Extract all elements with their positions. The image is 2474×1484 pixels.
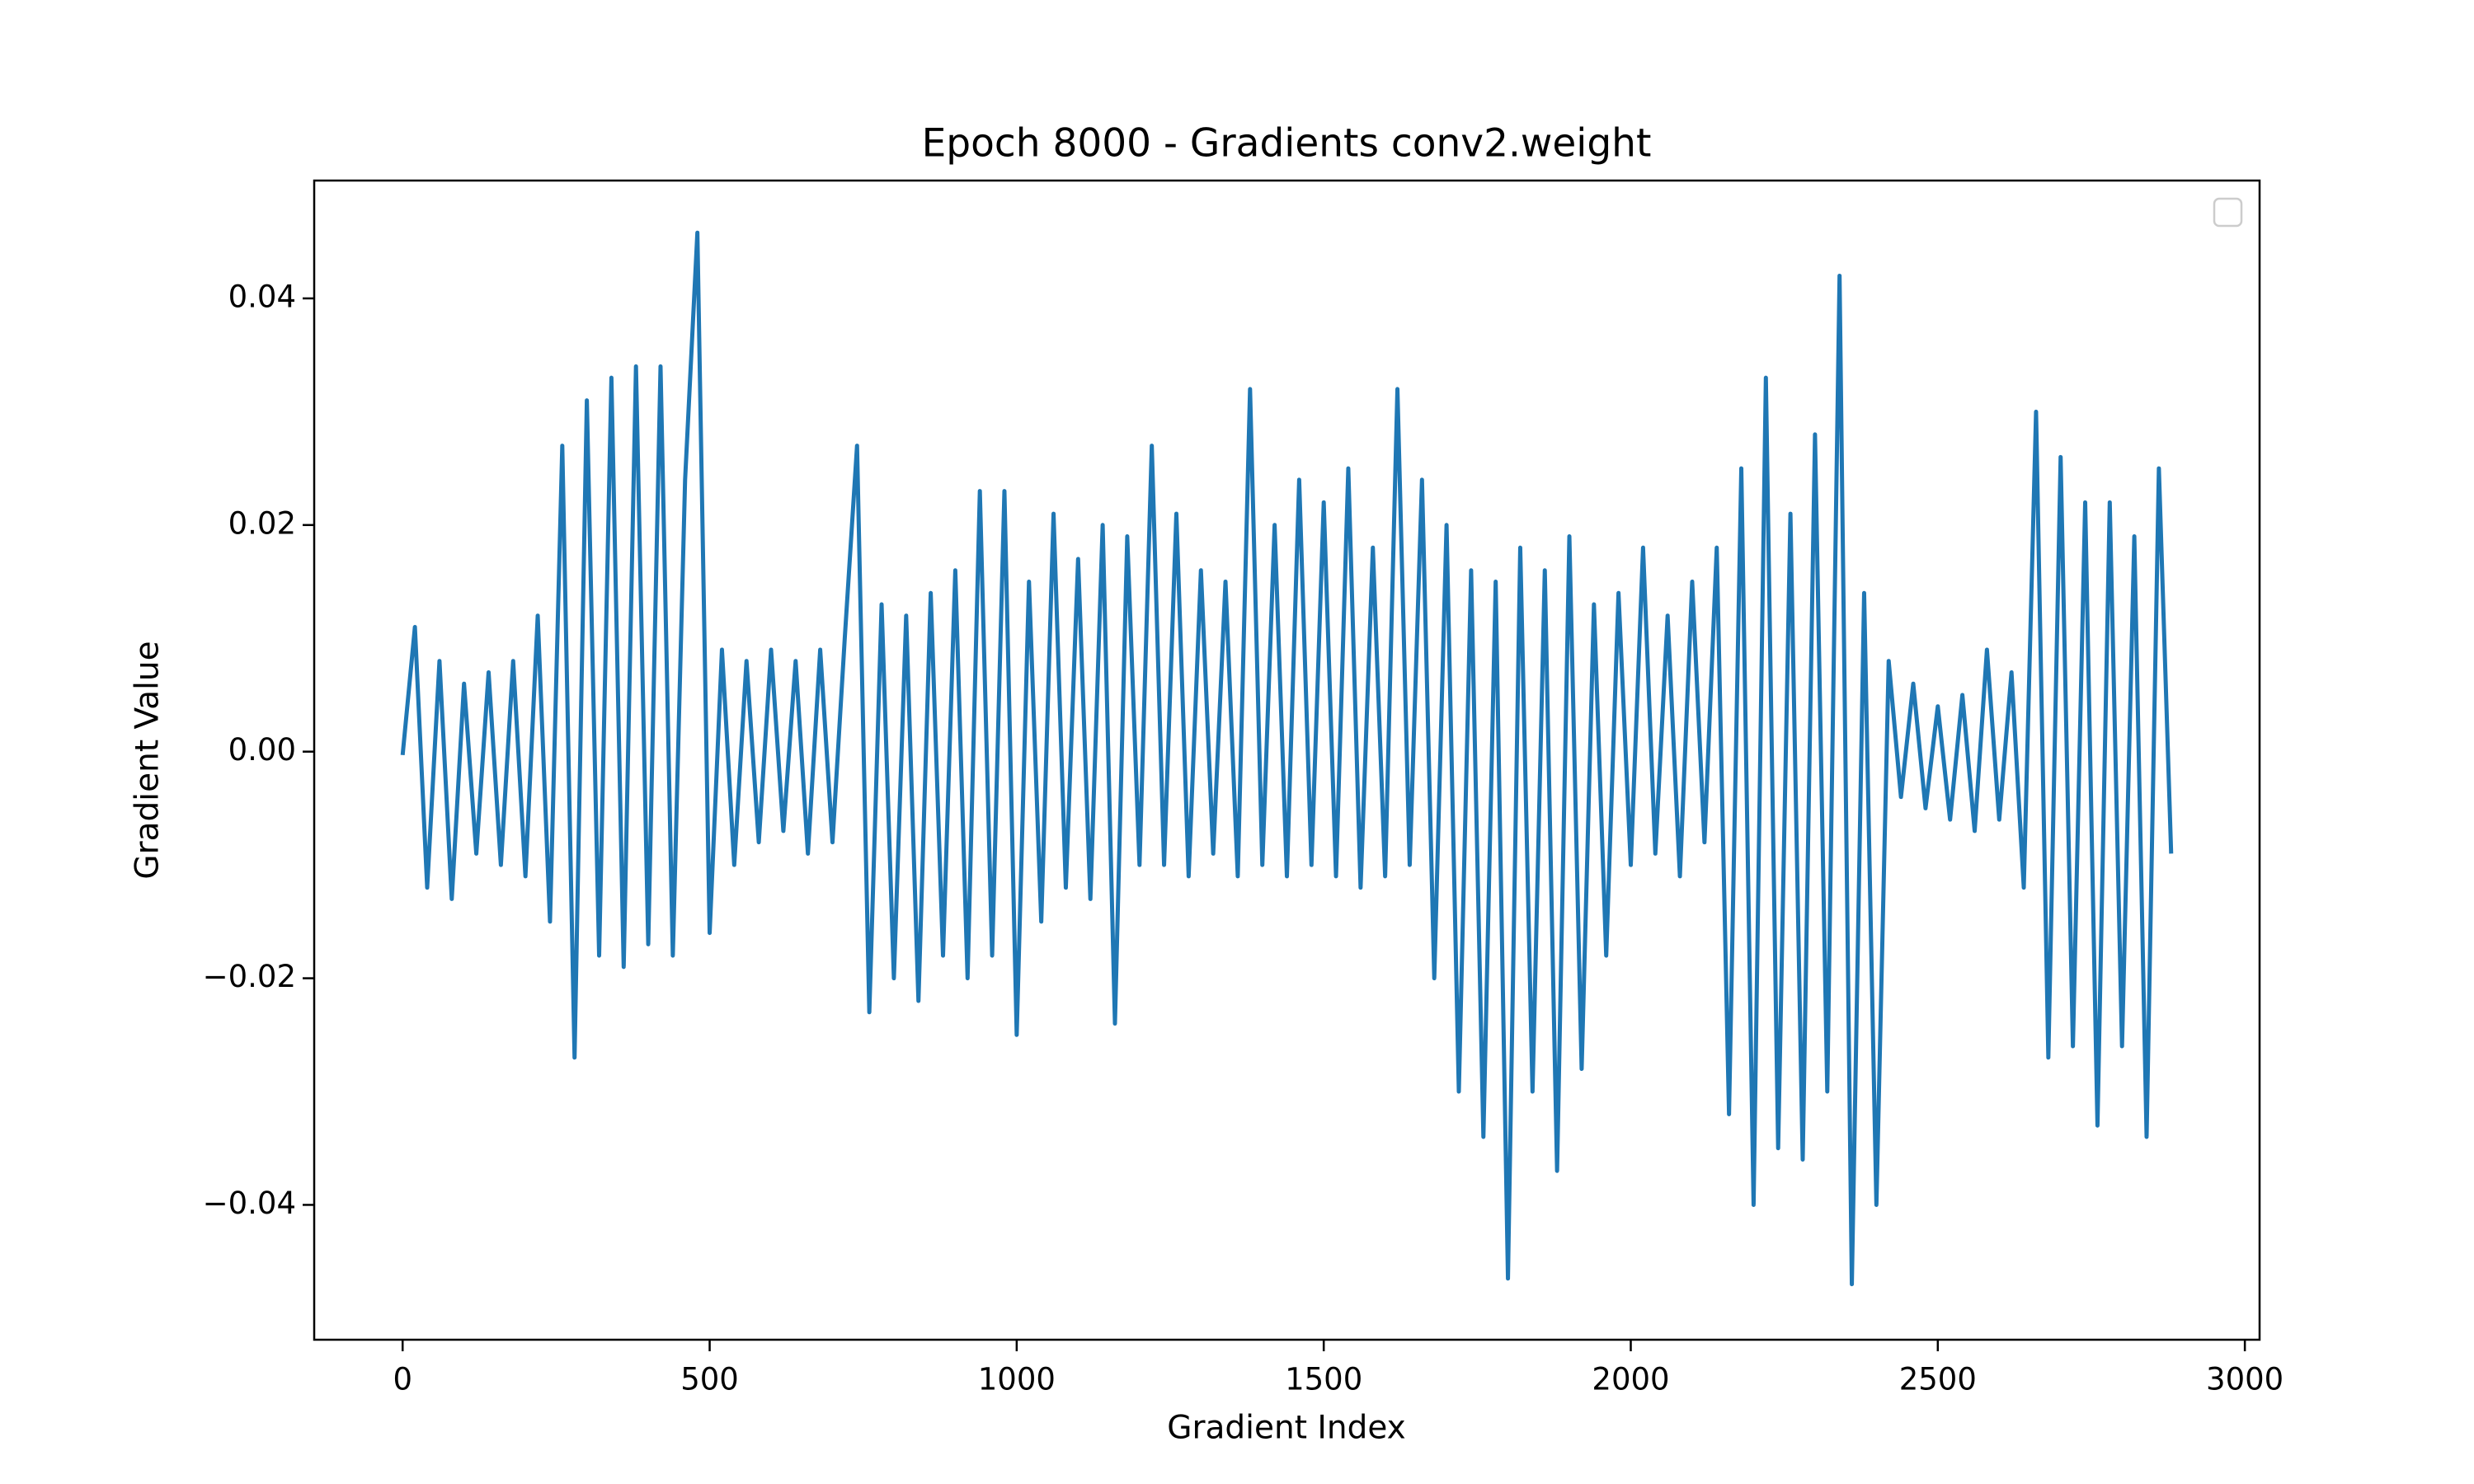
y-tick-label: 0.00 bbox=[228, 732, 296, 768]
y-tick-label: −0.02 bbox=[203, 959, 296, 994]
axes-frame bbox=[313, 179, 2261, 1341]
chart-title: Epoch 8000 - Gradients conv2.weight bbox=[922, 121, 1652, 167]
x-axis-label: Gradient Index bbox=[1167, 1410, 1406, 1447]
y-tick-label: −0.04 bbox=[203, 1186, 296, 1221]
y-axis-label: Gradient Value bbox=[129, 641, 167, 879]
y-tick-label: 0.04 bbox=[228, 279, 296, 314]
x-tick-label: 3000 bbox=[2206, 1362, 2284, 1397]
x-tick-label: 500 bbox=[680, 1362, 739, 1397]
x-tick-label: 0 bbox=[393, 1362, 412, 1397]
x-tick-label: 1500 bbox=[1285, 1362, 1362, 1397]
x-tick-label: 2500 bbox=[1899, 1362, 1977, 1397]
x-tick-label: 1000 bbox=[978, 1362, 1056, 1397]
legend-box bbox=[2213, 197, 2243, 228]
y-tick-label: 0.02 bbox=[228, 505, 296, 541]
data-line bbox=[400, 230, 2174, 1287]
plot-area bbox=[400, 230, 2174, 1287]
x-tick-label: 2000 bbox=[1592, 1362, 1669, 1397]
